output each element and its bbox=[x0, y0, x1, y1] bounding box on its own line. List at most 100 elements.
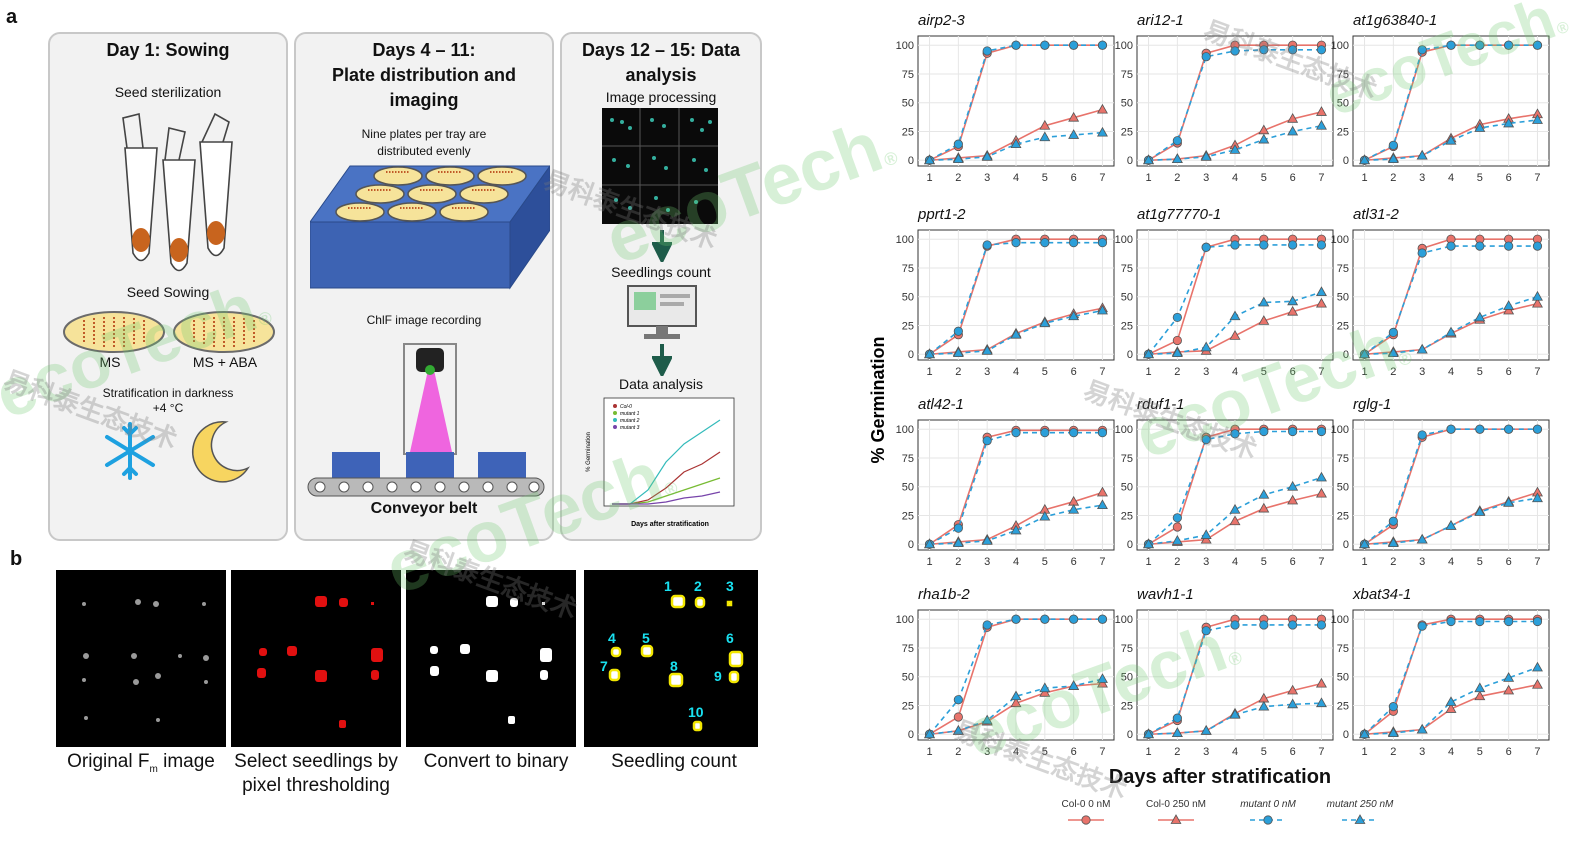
x-tick-label: 7 bbox=[1099, 172, 1105, 184]
caption-binary: Convert to binary bbox=[423, 751, 569, 772]
x-tick-label: 1 bbox=[926, 556, 932, 568]
germination-panel-rha1b-2: rha1b-2 0 25 50 75 100 1 2 3 4 5 6 7 bbox=[888, 586, 1120, 760]
y-tick-label: 0 bbox=[1343, 539, 1349, 551]
data-point bbox=[981, 714, 993, 725]
y-tick-label: 0 bbox=[1127, 539, 1133, 551]
y-tick-label: 75 bbox=[902, 69, 914, 81]
x-tick-label: 3 bbox=[1203, 172, 1209, 184]
data-point bbox=[1069, 40, 1079, 50]
panel-b-label: b bbox=[10, 548, 23, 570]
x-tick-label: 4 bbox=[1013, 556, 1019, 568]
data-point bbox=[1287, 698, 1299, 709]
x-tick-label: 4 bbox=[1448, 746, 1454, 758]
data-point bbox=[1359, 348, 1371, 359]
panel-title: rglg-1 bbox=[1353, 396, 1392, 413]
data-point bbox=[1069, 614, 1079, 624]
x-tick-label: 3 bbox=[984, 366, 990, 378]
data-point bbox=[1503, 117, 1515, 128]
y-tick-label: 100 bbox=[1115, 424, 1133, 436]
day1-title: Day 1: Sowing bbox=[106, 40, 230, 60]
data-point bbox=[1172, 312, 1182, 323]
seedling-number-4: 4 bbox=[608, 630, 616, 646]
x-axis-label: Days after stratification bbox=[1108, 766, 1332, 788]
data-point bbox=[1259, 426, 1269, 437]
x-tick-label: 3 bbox=[1203, 366, 1209, 378]
panel-title: at1g77770-1 bbox=[1137, 206, 1222, 223]
x-tick-label: 7 bbox=[1099, 746, 1105, 758]
legend-label: Col-0 0 nM bbox=[1062, 799, 1111, 810]
data-point bbox=[1172, 513, 1182, 523]
data-point bbox=[1359, 154, 1371, 165]
data-point bbox=[1531, 492, 1543, 503]
data-point bbox=[1417, 430, 1427, 440]
x-tick-label: 7 bbox=[1318, 556, 1324, 568]
data-point bbox=[1359, 728, 1371, 739]
data-point bbox=[924, 538, 936, 549]
arrow-down-icon bbox=[652, 230, 672, 262]
y-tick-label: 75 bbox=[902, 263, 914, 275]
plates-label-1: Nine plates per tray are bbox=[361, 127, 487, 141]
data-point bbox=[1416, 343, 1428, 354]
data-point bbox=[1068, 111, 1080, 122]
data-point bbox=[1010, 138, 1022, 149]
x-tick-label: 5 bbox=[1477, 746, 1483, 758]
data-point bbox=[1446, 241, 1456, 251]
y-tick-label: 25 bbox=[1337, 320, 1349, 332]
data-point bbox=[1475, 424, 1485, 434]
y-tick-label: 50 bbox=[1121, 482, 1133, 494]
y-tick-label: 75 bbox=[1337, 263, 1349, 275]
mini-xlabel: Days after stratification bbox=[631, 521, 709, 528]
x-tick-label: 1 bbox=[1145, 746, 1151, 758]
data-point bbox=[1315, 487, 1327, 498]
x-tick-label: 4 bbox=[1448, 172, 1454, 184]
y-tick-label: 0 bbox=[1127, 349, 1133, 361]
mini-legend-1: Col-0 bbox=[620, 404, 632, 410]
arrow-down-icon-2 bbox=[652, 344, 672, 376]
x-tick-label: 6 bbox=[1290, 556, 1296, 568]
seedling-number-7: 7 bbox=[600, 658, 608, 674]
seedling-number-8: 8 bbox=[670, 658, 678, 674]
data-point bbox=[1259, 620, 1269, 630]
data-point bbox=[1200, 341, 1212, 352]
data-point bbox=[1503, 497, 1515, 507]
day4-card: Days 4 – 11: Plate distribution and imag… bbox=[294, 32, 554, 541]
panel-title: airp2-3 bbox=[918, 12, 965, 29]
y-tick-label: 50 bbox=[902, 672, 914, 684]
data-point bbox=[1097, 238, 1108, 248]
x-tick-label: 6 bbox=[1506, 366, 1512, 378]
data-point bbox=[1316, 426, 1327, 437]
x-tick-label: 3 bbox=[984, 746, 990, 758]
data-point bbox=[1200, 529, 1212, 539]
data-point bbox=[1201, 242, 1211, 252]
x-tick-label: 7 bbox=[1318, 366, 1324, 378]
data-point bbox=[1229, 708, 1241, 719]
y-tick-label: 75 bbox=[1337, 69, 1349, 81]
data-point bbox=[1230, 240, 1240, 250]
day12-title-2: analysis bbox=[625, 65, 697, 85]
x-tick-label: 7 bbox=[1534, 556, 1540, 568]
data-point bbox=[1069, 238, 1079, 248]
data-point bbox=[1503, 300, 1515, 310]
data-point bbox=[1417, 248, 1427, 258]
x-tick-label: 1 bbox=[1145, 556, 1151, 568]
data-point bbox=[1474, 690, 1486, 701]
mini-legend-3: mutant 2 bbox=[620, 418, 640, 424]
data-point bbox=[1288, 620, 1298, 630]
x-tick-label: 2 bbox=[1174, 366, 1180, 378]
germination-panel-xbat34-1: xbat34-1 0 25 50 75 100 1 2 3 4 5 6 7 bbox=[1323, 586, 1555, 760]
x-tick-label: 5 bbox=[1261, 556, 1267, 568]
y-tick-label: 0 bbox=[1343, 155, 1349, 167]
y-tick-label: 25 bbox=[902, 320, 914, 332]
data-point bbox=[1097, 40, 1108, 50]
data-point bbox=[1258, 700, 1270, 711]
y-tick-label: 50 bbox=[1121, 98, 1133, 110]
y-tick-label: 100 bbox=[896, 614, 914, 626]
y-tick-label: 100 bbox=[1115, 614, 1133, 626]
y-tick-label: 50 bbox=[1337, 98, 1349, 110]
x-tick-label: 6 bbox=[1290, 366, 1296, 378]
x-tick-label: 6 bbox=[1071, 556, 1077, 568]
x-tick-label: 6 bbox=[1071, 366, 1077, 378]
data-point bbox=[1096, 499, 1108, 510]
y-tick-label: 25 bbox=[1337, 510, 1349, 522]
x-tick-label: 5 bbox=[1477, 366, 1483, 378]
